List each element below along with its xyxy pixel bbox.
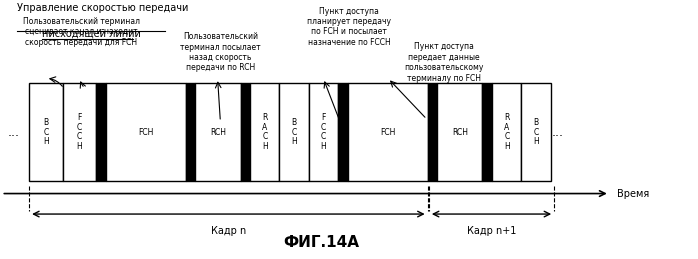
Text: ...: ... [551,126,563,139]
Bar [309,83,338,181]
Bar [105,83,186,181]
Text: FCH: FCH [380,128,395,136]
Text: RCH: RCH [452,128,468,136]
Bar [241,83,251,181]
Text: Пункт доступа
передает данные
пользовательскому
терминалу по FCH: Пункт доступа передает данные пользовате… [404,42,483,83]
Text: Пункт доступа
планирует передачу
по FCH и посылает
назначение по FCCH: Пункт доступа планирует передачу по FCH … [307,6,391,47]
Bar [63,83,96,181]
Text: Пользовательский
терминал посылает
назад скорость
передачи по RCH: Пользовательский терминал посылает назад… [180,32,260,72]
Bar [348,83,428,181]
Text: F
C
C
H: F C C H [320,113,326,151]
Text: B
C
H: B C H [533,118,539,146]
Text: Пользовательский терминал
сценивает канал и находит
скорость передачи для FCH: Пользовательский терминал сценивает кана… [23,17,140,47]
Bar [338,83,348,181]
Bar [251,83,279,181]
Bar [428,83,437,181]
Text: Кадр n+1: Кадр n+1 [467,226,517,236]
Text: FCH: FCH [138,128,154,136]
Bar [482,83,492,181]
Bar [96,83,105,181]
Bar [186,83,195,181]
Text: R
A
C
H: R A C H [504,113,510,151]
Text: Кадр n: Кадр n [211,226,246,236]
Bar [521,83,551,181]
Text: Время: Время [616,189,649,199]
Bar [195,83,241,181]
Bar [492,83,521,181]
Text: R
A
C
H: R A C H [262,113,268,151]
Bar [437,83,482,181]
Bar [279,83,309,181]
Text: нисходящей линии: нисходящей линии [42,28,140,38]
Text: ФИГ.14A: ФИГ.14A [283,235,359,250]
Text: Управление скоростью передачи: Управление скоростью передачи [17,3,188,13]
Bar [29,83,63,181]
Text: B
C
H: B C H [43,118,49,146]
Text: RCH: RCH [210,128,226,136]
Text: B
C
H: B C H [291,118,297,146]
Text: ...: ... [8,126,20,139]
Text: F
C
C
H: F C C H [76,113,82,151]
